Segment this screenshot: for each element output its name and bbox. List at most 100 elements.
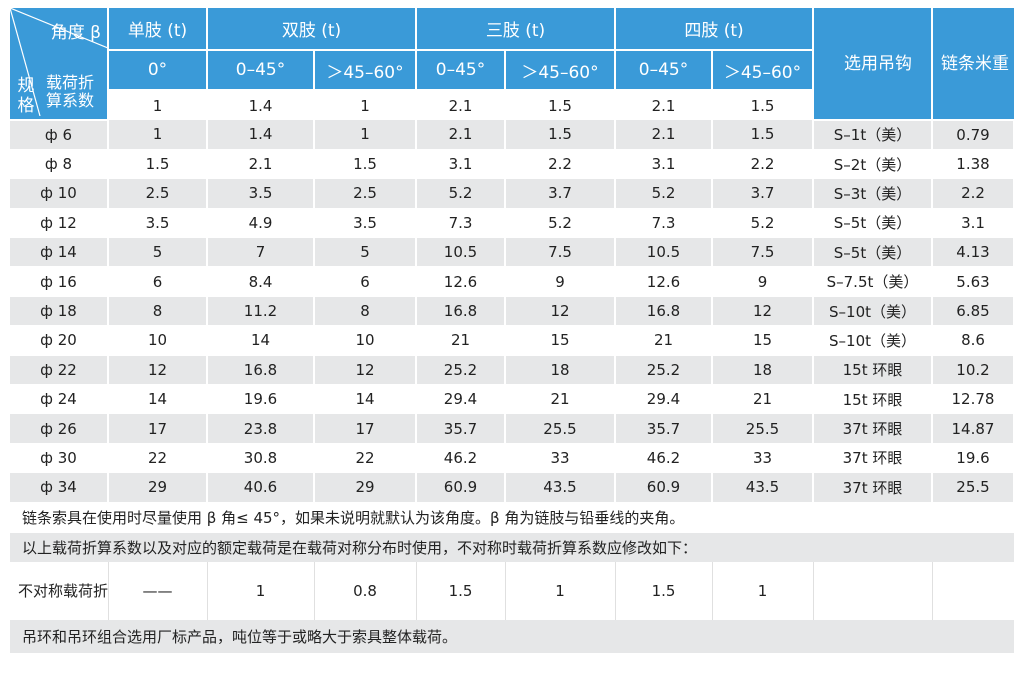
factor-cell: 2.1 — [416, 90, 506, 120]
cell-weight: 25.5 — [932, 472, 1014, 503]
factor-cell: 2.1 — [615, 90, 713, 120]
cell-hook: S–5t（美） — [813, 208, 933, 239]
cell-d1: 1.4 — [207, 120, 315, 150]
cell-d2: 1 — [314, 120, 417, 150]
header-weight: 链条米重 (kg/m) — [932, 8, 1014, 121]
cell-single: 6 — [108, 266, 208, 297]
cell-spec: ф 34 — [10, 472, 109, 503]
angle-quad-0-45: 0–45° — [615, 50, 713, 91]
cell-t1: 25.2 — [416, 355, 506, 386]
table-row: ф 14 5 7 5 10.5 7.5 10.5 7.5 S–5t（美） 4.13 — [10, 237, 1014, 268]
cell-t1: 35.7 — [416, 413, 506, 444]
cell-d2: 8 — [314, 296, 417, 327]
cell-q1: 16.8 — [615, 296, 713, 327]
note-angle: 链条索具在使用时尽量使用 β 角≤ 45°，如果未说明就默认为该角度。β 角为链… — [10, 502, 1014, 534]
cell-hook: 15t 环眼 — [813, 384, 933, 415]
cell-single: 10 — [108, 325, 208, 356]
corner-factor-label: 载荷折算系数 — [46, 73, 95, 110]
cell-weight: 3.1 — [932, 208, 1014, 239]
cell-q2: 21 — [712, 384, 814, 415]
cell-q1: 46.2 — [615, 443, 713, 474]
cell-q2: 9 — [712, 266, 814, 297]
cell-q2: 12 — [712, 296, 814, 327]
cell-q2: 15 — [712, 325, 814, 356]
header-triple: 三肢 (t) — [416, 8, 616, 51]
cell-spec: ф 22 — [10, 355, 109, 386]
cell-q1: 7.3 — [615, 208, 713, 239]
cell-t1: 3.1 — [416, 149, 506, 180]
cell-weight: 2.2 — [932, 178, 1014, 209]
cell-d2: 2.5 — [314, 178, 417, 209]
cell-d1: 7 — [207, 237, 315, 268]
table-row: ф 12 3.5 4.9 3.5 7.3 5.2 7.3 5.2 S–5t（美） 3.1 — [10, 208, 1014, 239]
cell-weight: 14.87 — [932, 413, 1014, 444]
corner-spec-label: 规格 — [17, 76, 35, 116]
cell-t2: 25.5 — [505, 413, 616, 444]
cell-single: 12 — [108, 355, 208, 386]
asym-empty — [813, 562, 933, 621]
factor-cell: 1.4 — [207, 90, 315, 120]
cell-d2: 29 — [314, 472, 417, 503]
cell-single: 29 — [108, 472, 208, 503]
cell-t2: 43.5 — [505, 472, 616, 503]
table-row: ф 26 17 23.8 17 35.7 25.5 35.7 25.5 37t 环眼 14.87 — [10, 413, 1014, 444]
cell-spec: ф 8 — [10, 149, 109, 180]
cell-spec: ф 18 — [10, 296, 109, 327]
cell-q2: 33 — [712, 443, 814, 474]
table-row: ф 30 22 30.8 22 46.2 33 46.2 33 37t 环眼 19.6 — [10, 443, 1014, 474]
cell-hook: S–3t（美） — [813, 178, 933, 209]
cell-spec: ф 14 — [10, 237, 109, 268]
asym-value: 1 — [207, 562, 315, 621]
factor-cell: 1.5 — [505, 90, 616, 120]
cell-single: 3.5 — [108, 208, 208, 239]
factor-cell: 1 — [108, 90, 208, 120]
asym-label: 不对称载荷折算系数 — [10, 562, 109, 621]
diagonal-lines — [10, 8, 106, 116]
header-hook: 选用吊钩 — [813, 8, 933, 121]
cell-single: 5 — [108, 237, 208, 268]
cell-spec: ф 10 — [10, 178, 109, 209]
cell-single: 22 — [108, 443, 208, 474]
cell-d2: 5 — [314, 237, 417, 268]
cell-d1: 30.8 — [207, 443, 315, 474]
cell-hook: S–1t（美） — [813, 120, 933, 150]
note-rings: 吊环和吊环组合选用厂标产品，吨位等于或略大于索具整体载荷。 — [10, 620, 1014, 654]
cell-hook: S–7.5t（美） — [813, 266, 933, 297]
cell-q2: 18 — [712, 355, 814, 386]
cell-hook: S–10t（美） — [813, 296, 933, 327]
asym-value: 1 — [712, 562, 814, 621]
cell-hook: S–5t（美） — [813, 237, 933, 268]
cell-d1: 40.6 — [207, 472, 315, 503]
cell-q1: 10.5 — [615, 237, 713, 268]
angle-double-0-45: 0–45° — [207, 50, 315, 91]
cell-t2: 3.7 — [505, 178, 616, 209]
cell-t2: 5.2 — [505, 208, 616, 239]
cell-t2: 18 — [505, 355, 616, 386]
load-table: 角度 β 规格 载荷折算系数 单肢 (t) 双肢 (t) 三肢 (t) 四肢 (… — [10, 8, 1014, 654]
cell-spec: ф 6 — [10, 120, 109, 150]
cell-t2: 9 — [505, 266, 616, 297]
cell-d2: 1.5 — [314, 149, 417, 180]
cell-spec: ф 30 — [10, 443, 109, 474]
cell-t2: 21 — [505, 384, 616, 415]
cell-t1: 21 — [416, 325, 506, 356]
table-row: ф 8 1.5 2.1 1.5 3.1 2.2 3.1 2.2 S–2t（美） 1.38 — [10, 149, 1014, 180]
cell-d1: 8.4 — [207, 266, 315, 297]
cell-q1: 29.4 — [615, 384, 713, 415]
cell-single: 8 — [108, 296, 208, 327]
asym-empty — [932, 562, 1014, 621]
factor-cell: 1 — [314, 90, 417, 120]
cell-d2: 17 — [314, 413, 417, 444]
cell-t1: 7.3 — [416, 208, 506, 239]
cell-q1: 2.1 — [615, 120, 713, 150]
cell-single: 17 — [108, 413, 208, 444]
cell-q2: 43.5 — [712, 472, 814, 503]
table-row: ф 34 29 40.6 29 60.9 43.5 60.9 43.5 37t 环眼 25.5 — [10, 472, 1014, 503]
asym-value: 0.8 — [314, 562, 417, 621]
cell-q1: 5.2 — [615, 178, 713, 209]
cell-d1: 14 — [207, 325, 315, 356]
cell-t1: 5.2 — [416, 178, 506, 209]
cell-spec: ф 12 — [10, 208, 109, 239]
cell-d2: 6 — [314, 266, 417, 297]
asym-value: 1.5 — [416, 562, 506, 621]
